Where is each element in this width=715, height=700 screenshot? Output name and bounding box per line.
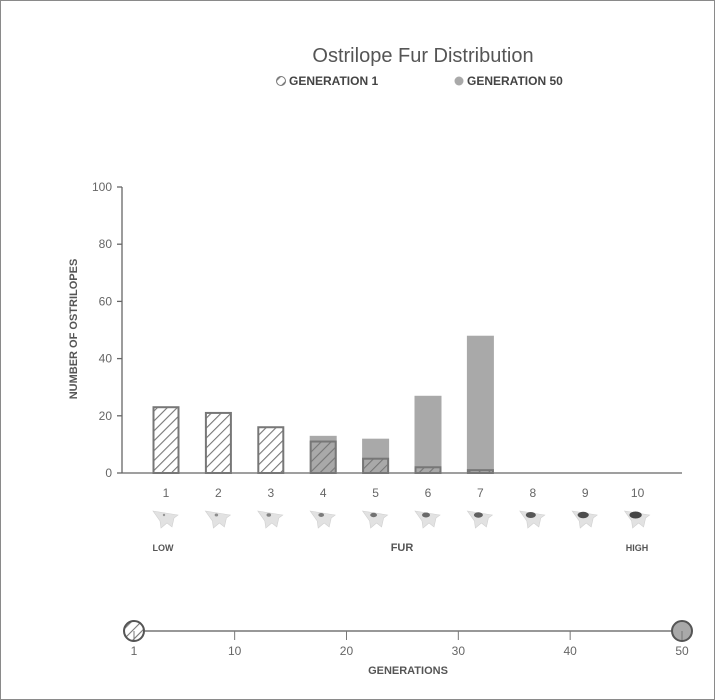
ostrilope-body — [361, 510, 389, 529]
ostrilope-fur-patch — [266, 513, 272, 517]
y-tick-label: 20 — [99, 409, 113, 423]
axes: 0 20 40 60 80 100 — [92, 180, 682, 480]
legend-hatched-swatch — [276, 76, 286, 86]
ostrilope-icon — [309, 510, 336, 529]
y-tick-label: 100 — [92, 180, 112, 194]
x-low-label: LOW — [153, 543, 174, 553]
ostrilope-fur-patch — [214, 513, 219, 517]
ostrilope-icon — [571, 510, 598, 529]
bar-generation-1 — [362, 457, 390, 475]
bar-generation-1 — [466, 469, 494, 475]
legend: GENERATION 1 GENERATION 50 — [276, 74, 563, 88]
bar-generation-50 — [414, 395, 442, 473]
slider-label: GENERATIONS — [368, 665, 448, 677]
legend-generation-50: GENERATION 50 — [467, 74, 563, 88]
ostrilope-body — [152, 510, 179, 529]
slider-tick-label: 30 — [452, 644, 466, 658]
ostrilope-fur-patch — [473, 512, 483, 518]
slider-tick-label: 40 — [563, 644, 577, 658]
x-tick-label: 8 — [529, 486, 536, 500]
x-tick-label: 10 — [631, 486, 645, 500]
ostrilope-body — [257, 510, 284, 529]
ostrilope-icon — [361, 510, 389, 529]
x-ticks: 1 2 3 4 5 6 7 8 9 10 — [163, 486, 645, 500]
slider-tick-label: 10 — [228, 644, 242, 658]
ostrilope-body — [204, 510, 232, 529]
x-axis-label: FUR — [391, 542, 414, 554]
x-tick-label: 4 — [320, 486, 327, 500]
x-tick-label: 5 — [372, 486, 379, 500]
slider-tick-label: 50 — [675, 644, 689, 658]
bar-generation-1 — [414, 466, 442, 474]
bar-generation-1 — [152, 406, 180, 474]
y-axis-label: NUMBER OF OSTRILOPES — [68, 259, 80, 400]
ostrilope-fur-patch — [162, 513, 166, 517]
y-tick-label: 0 — [105, 466, 112, 480]
x-tick-label: 3 — [267, 486, 274, 500]
ostrilope-icon — [257, 510, 284, 529]
x-tick-label: 6 — [425, 486, 432, 500]
generations-slider[interactable] — [123, 620, 693, 642]
x-high-label: HIGH — [626, 543, 649, 553]
x-tick-label: 9 — [582, 486, 589, 500]
ostrilope-body — [466, 510, 494, 529]
bars — [152, 335, 494, 475]
legend-generation-1: GENERATION 1 — [289, 74, 378, 88]
ostrilope-icon — [519, 510, 546, 529]
slider-tick-label: 1 — [131, 644, 138, 658]
x-tick-label: 7 — [477, 486, 484, 500]
bar-generation-1 — [204, 411, 232, 475]
bar-generation-1 — [257, 426, 285, 474]
ostrilope-icon — [623, 510, 651, 529]
x-tick-label: 1 — [163, 486, 170, 500]
ostrilope-fur-patch — [629, 511, 642, 519]
slider-ticks: 1 10 20 30 40 50 — [131, 631, 689, 658]
ostrilope-fur-patch — [577, 511, 589, 519]
ostrilope-body — [414, 510, 441, 529]
fur-icons — [152, 510, 651, 529]
y-tick-label: 60 — [99, 294, 113, 308]
y-tick-label: 40 — [99, 352, 113, 366]
x-tick-label: 2 — [215, 486, 222, 500]
slider-tick-label: 20 — [340, 644, 354, 658]
ostrilope-icon — [414, 510, 441, 529]
bar-generation-50 — [466, 335, 494, 473]
ostrilope-fur-patch — [525, 512, 536, 518]
ostrilope-icon — [204, 510, 232, 529]
chart-title: Ostrilope Fur Distribution — [312, 45, 533, 67]
ostrilope-fur-patch — [370, 512, 377, 518]
ostrilope-fur-patch — [318, 513, 325, 517]
ostrilope-fur-patch — [422, 512, 430, 518]
bar-generation-1 — [309, 440, 337, 475]
legend-solid-swatch — [454, 76, 464, 86]
ostrilope-icon — [466, 510, 494, 529]
ostrilope-body — [309, 510, 336, 529]
y-tick-label: 80 — [99, 237, 113, 251]
ostrilope-icon — [152, 510, 179, 529]
